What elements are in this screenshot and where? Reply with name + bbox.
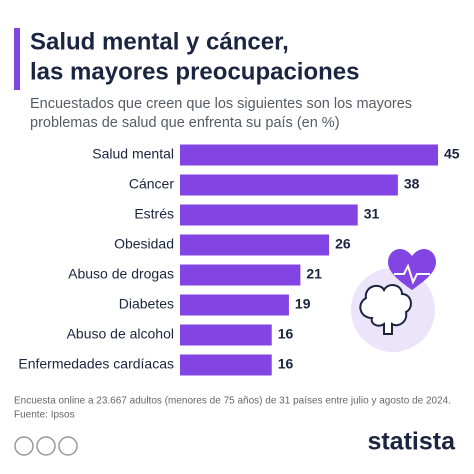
chart-title: las mayores preocupaciones (30, 58, 359, 85)
category-label: Estrés (134, 206, 174, 222)
value-label: 26 (335, 236, 351, 252)
bar (180, 204, 358, 226)
bar (180, 264, 301, 286)
bar (180, 294, 289, 316)
category-label: Cáncer (129, 176, 174, 192)
category-label: Obesidad (114, 236, 174, 252)
accent-bar (14, 28, 20, 90)
chart-title: Salud mental y cáncer, (30, 28, 289, 55)
value-label: 45 (444, 146, 460, 162)
brand: statista (367, 428, 456, 456)
category-label: Salud mental (92, 146, 174, 162)
bar (180, 354, 272, 376)
chart-subtitle: Encuestados que creen que los siguientes… (30, 96, 412, 112)
value-label: 16 (278, 356, 294, 372)
category-label: Enfermedades cardíacas (18, 356, 174, 372)
source: Fuente: Ipsos (14, 410, 75, 421)
value-label: 21 (306, 266, 322, 282)
bar (180, 234, 330, 256)
category-label: Abuso de alcohol (67, 326, 174, 342)
health-icon (351, 249, 436, 352)
category-label: Abuso de drogas (68, 266, 174, 282)
value-label: 16 (278, 326, 294, 342)
bar (180, 174, 398, 196)
chart-subtitle: problemas de salud que enfrenta su país … (30, 115, 340, 131)
footnote: Encuesta online a 23.667 adultos (menore… (14, 396, 451, 407)
license-icons (14, 436, 78, 456)
bar (180, 324, 272, 346)
bar (180, 144, 438, 166)
category-label: Diabetes (119, 296, 174, 312)
value-label: 31 (364, 206, 380, 222)
value-label: 19 (295, 296, 311, 312)
value-label: 38 (404, 176, 420, 192)
